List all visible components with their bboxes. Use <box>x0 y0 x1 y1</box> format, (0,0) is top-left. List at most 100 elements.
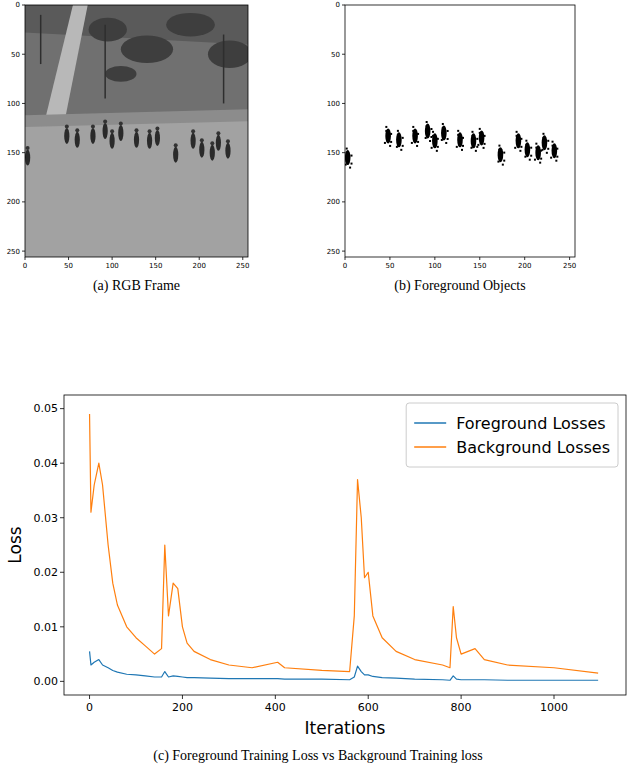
object-speck <box>516 135 518 137</box>
bush <box>105 66 136 82</box>
object-speck <box>432 131 434 133</box>
object-speck <box>400 149 402 151</box>
object-speck <box>429 140 431 142</box>
x-tick-label: 100 <box>105 262 118 270</box>
object-speck <box>519 150 521 152</box>
y-tick <box>22 201 25 202</box>
legend-label: Foreground Losses <box>456 414 605 433</box>
object-speck <box>441 139 443 141</box>
object-speck <box>457 130 459 132</box>
legend-swatch <box>414 422 446 424</box>
x-tick <box>182 695 183 699</box>
foreground-object <box>411 126 419 147</box>
object-speck <box>499 157 501 159</box>
y-tick-label: 250 <box>327 248 340 256</box>
y-tick-label: 100 <box>327 100 340 108</box>
object-speck <box>425 137 427 139</box>
object-speck <box>462 145 464 147</box>
object-speck <box>461 149 463 151</box>
object-speck <box>556 156 558 158</box>
object-body <box>425 124 431 139</box>
object-speck <box>427 133 429 135</box>
object-speck <box>529 159 531 161</box>
object-speck <box>483 147 485 149</box>
foreground-object <box>497 145 505 166</box>
object-speck <box>503 160 505 162</box>
x-tick <box>89 695 90 699</box>
person-head <box>65 124 69 128</box>
object-speck <box>547 140 549 142</box>
object-speck <box>387 138 389 140</box>
x-tick <box>275 695 276 699</box>
object-speck <box>442 123 444 125</box>
foreground-object <box>514 131 522 152</box>
y-tick-label: 100 <box>7 100 20 108</box>
object-speck <box>411 142 413 144</box>
y-tick-label: 0.04 <box>34 457 59 470</box>
bush <box>89 18 127 42</box>
object-speck <box>416 145 418 147</box>
y-tick-label: 50 <box>11 51 20 59</box>
object-speck <box>437 138 439 140</box>
object-speck <box>503 152 505 154</box>
x-tick-label: 400 <box>265 701 286 714</box>
object-speck <box>390 133 392 135</box>
x-tick <box>461 695 462 699</box>
person <box>155 130 160 146</box>
person-head <box>103 120 107 124</box>
object-speck <box>412 130 414 132</box>
person <box>191 133 196 149</box>
foreground-object <box>550 141 558 162</box>
person <box>147 133 152 149</box>
x-tick-label: 0 <box>343 262 347 270</box>
object-speck <box>475 150 477 152</box>
y-tick-label: 0 <box>336 1 340 9</box>
y-tick <box>60 517 64 518</box>
y-tick <box>60 408 64 409</box>
object-body <box>396 132 402 147</box>
y-tick <box>22 251 25 252</box>
object-speck <box>417 141 419 143</box>
object-speck <box>520 146 522 148</box>
person <box>90 128 95 144</box>
axes-frame <box>25 5 248 257</box>
x-tick-label: 150 <box>473 262 486 270</box>
y-tick-label: 150 <box>327 149 340 157</box>
object-speck <box>350 163 352 165</box>
object-body <box>385 128 391 143</box>
path <box>44 5 88 123</box>
x-tick <box>242 257 243 260</box>
y-tick <box>22 54 25 55</box>
object-speck <box>525 144 527 146</box>
x-tick-label: 1000 <box>540 701 568 714</box>
y-axis-title: Loss <box>5 526 25 563</box>
object-speck <box>432 135 434 137</box>
x-tick <box>389 257 390 260</box>
object-speck <box>459 142 461 144</box>
object-speck <box>412 126 414 128</box>
x-tick <box>68 257 69 260</box>
y-tick-label: 250 <box>7 248 20 256</box>
object-speck <box>426 121 428 123</box>
object-speck <box>346 148 348 150</box>
object-speck <box>537 155 539 157</box>
object-speck <box>535 147 537 149</box>
object-body <box>552 143 558 158</box>
object-speck <box>520 138 522 140</box>
object-speck <box>517 143 519 145</box>
foreground-object <box>534 143 542 164</box>
y-tick <box>60 572 64 573</box>
object-speck <box>462 137 464 139</box>
object-speck <box>552 141 554 143</box>
object-speck <box>479 128 481 130</box>
object-speck <box>550 157 552 159</box>
lamp-post <box>223 35 225 104</box>
object-speck <box>498 149 500 151</box>
image-scene <box>25 5 248 257</box>
object-speck <box>524 156 526 158</box>
person <box>110 133 115 149</box>
object-body <box>441 125 447 140</box>
person-head <box>216 131 220 135</box>
person-head <box>110 129 114 133</box>
x-tick <box>25 257 26 260</box>
